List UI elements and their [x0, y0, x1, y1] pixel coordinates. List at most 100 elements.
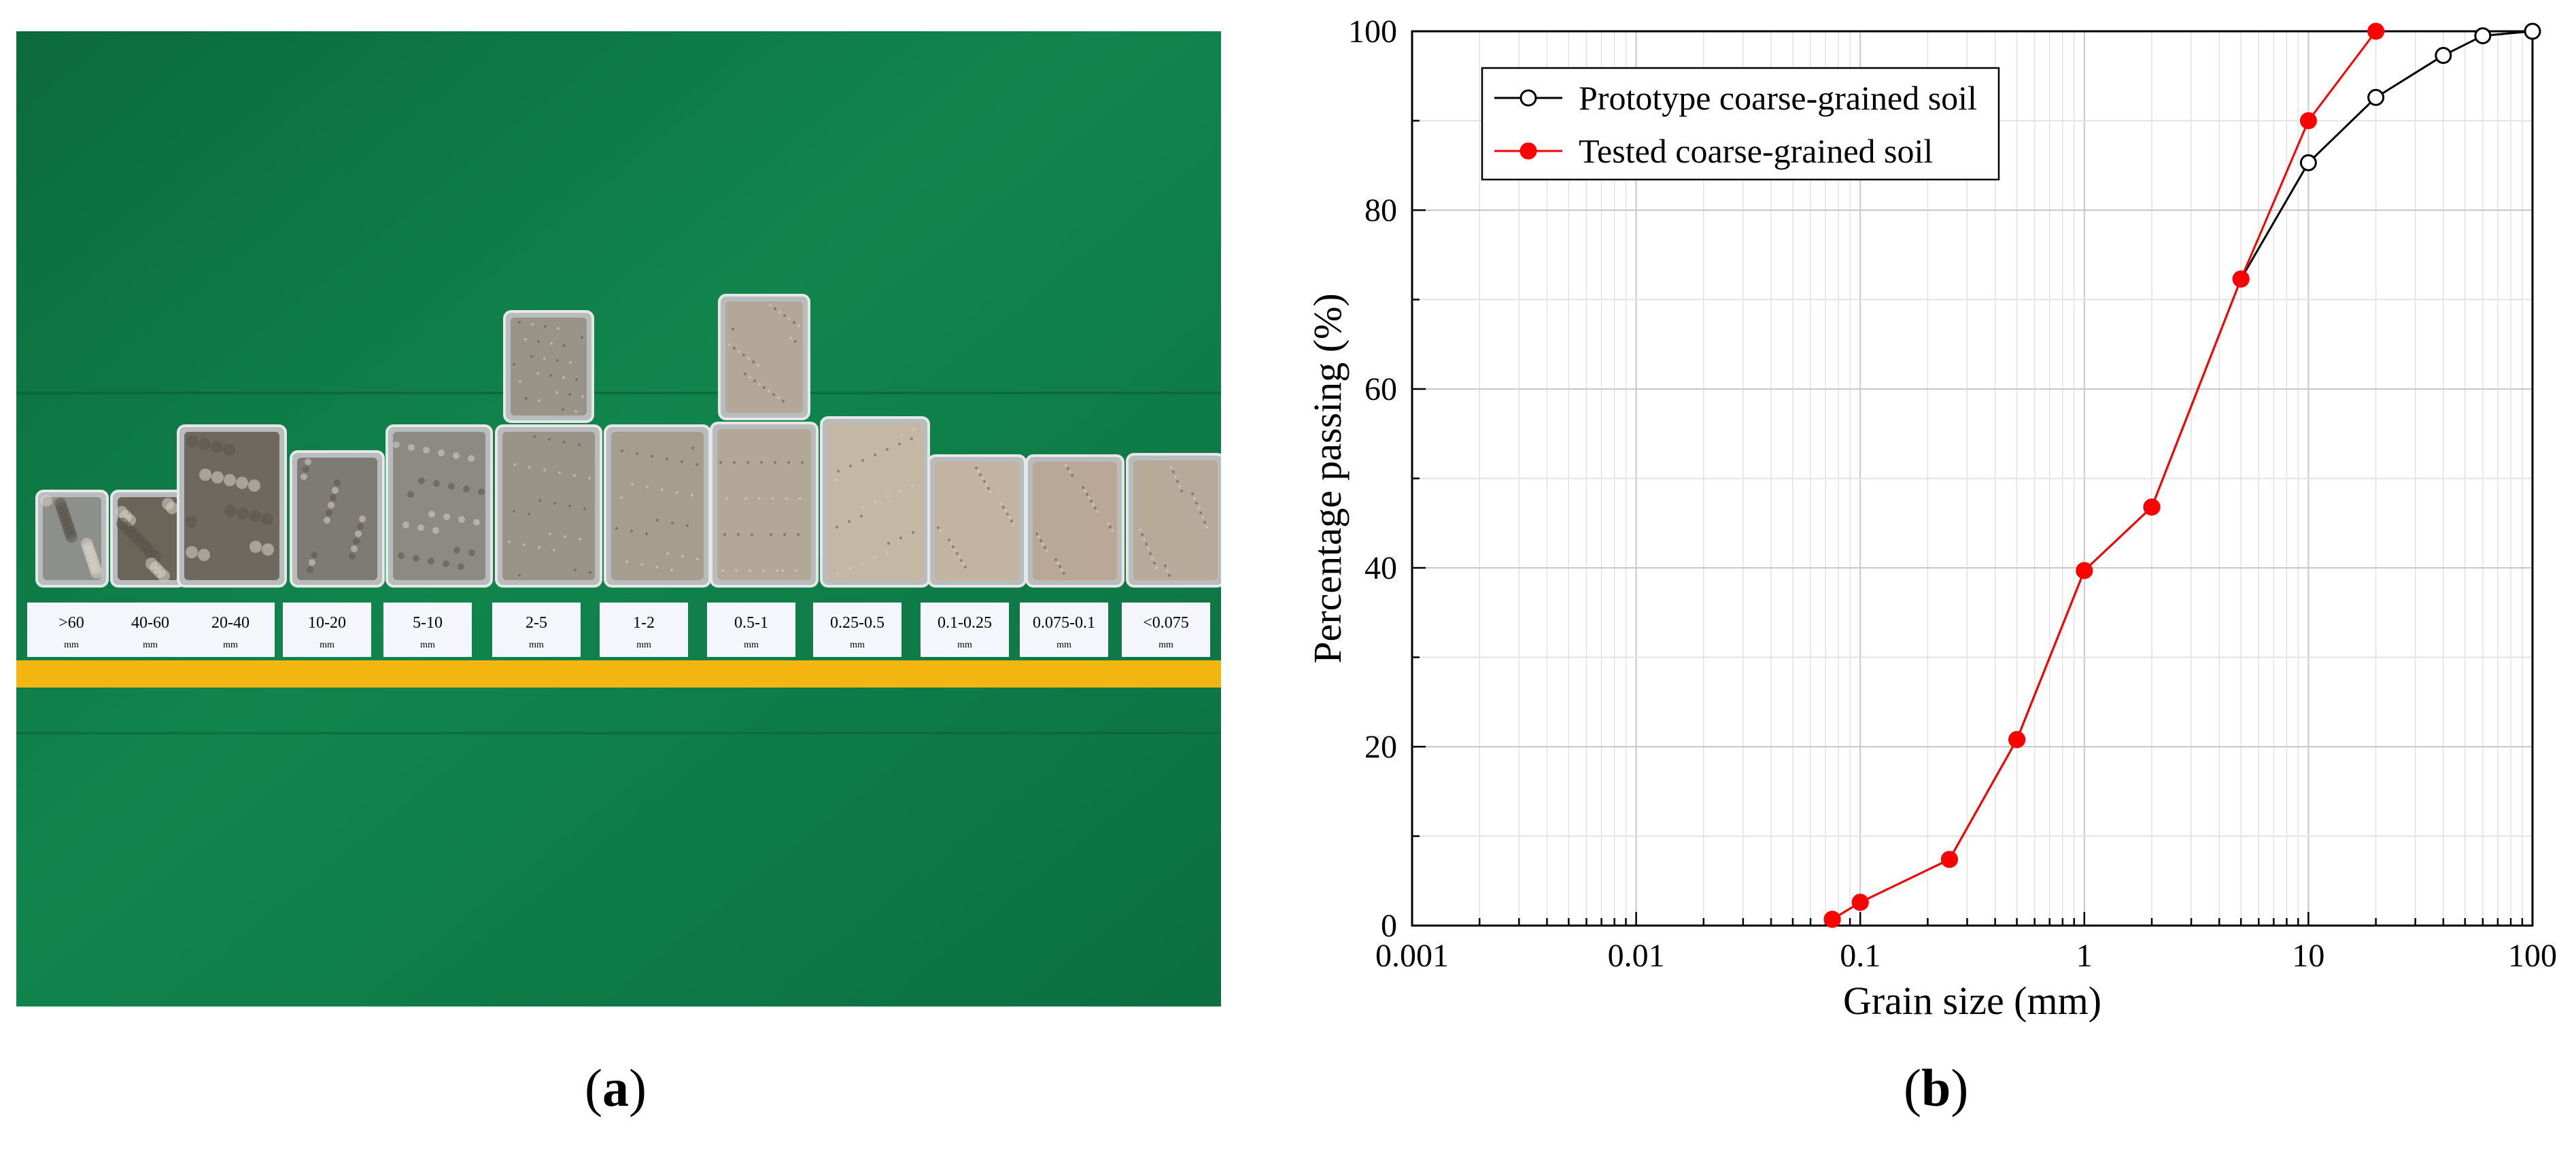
grain: [793, 321, 795, 324]
grain: [758, 497, 761, 500]
data-point: [2367, 22, 2385, 40]
grain: [1145, 543, 1148, 545]
legend-label: Prototype coarse-grained soil: [1579, 79, 1977, 117]
grain: [655, 566, 658, 569]
grain: [772, 393, 775, 396]
grain: [563, 441, 566, 443]
grain: [574, 569, 577, 571]
y-tick-label: 40: [1364, 550, 1397, 586]
grain: [538, 399, 540, 402]
grain: [631, 483, 634, 486]
size-label-card: 5-10 mm: [383, 603, 472, 657]
grain: [588, 477, 591, 479]
grain: [1069, 471, 1071, 473]
grain: [428, 558, 434, 564]
grain: [568, 505, 571, 507]
grain: [962, 562, 965, 565]
grain: [783, 314, 786, 317]
grain: [543, 357, 546, 360]
caption-a: (a): [585, 1058, 647, 1117]
label-card: [283, 603, 371, 657]
grain: [569, 361, 572, 364]
grain: [1090, 500, 1093, 503]
label-unit: mm: [636, 640, 651, 650]
label-card: [27, 603, 116, 657]
grain: [326, 509, 332, 516]
grain: [749, 376, 751, 379]
grain: [562, 376, 565, 379]
grain: [744, 373, 746, 375]
grain: [523, 543, 526, 546]
grain: [781, 569, 784, 572]
yellow-stripe: [16, 660, 1221, 688]
photo-canvas: >60mm40-60mm20-40mm10-20mm5-10mm2-5mm1-2…: [16, 31, 1225, 1007]
label-unit: mm: [957, 640, 972, 650]
data-point: [2299, 112, 2317, 129]
grain: [746, 461, 749, 464]
grain: [433, 480, 440, 487]
grain: [733, 461, 736, 464]
label-unit: mm: [744, 640, 759, 650]
legend-marker: [1519, 89, 1537, 107]
grain: [562, 408, 564, 411]
grain: [776, 569, 778, 572]
grain: [1180, 490, 1183, 492]
grain: [873, 556, 876, 559]
grain: [670, 569, 673, 571]
grain: [250, 541, 262, 553]
grain: [836, 573, 839, 575]
grain: [349, 553, 356, 560]
grain: [1139, 528, 1141, 531]
grain: [860, 515, 863, 518]
grain: [937, 526, 940, 529]
grain: [568, 393, 571, 396]
grain: [248, 479, 260, 492]
grain: [983, 480, 986, 483]
grain: [640, 563, 643, 566]
grain: [950, 542, 952, 545]
grain: [186, 546, 198, 558]
legend-item: Prototype coarse-grained soil: [1494, 79, 1977, 117]
grain: [473, 519, 480, 526]
grain: [696, 558, 699, 560]
grain: [1000, 503, 1003, 505]
data-point: [2367, 88, 2385, 106]
grain: [735, 569, 738, 572]
grain: [681, 555, 684, 558]
grain: [249, 510, 261, 522]
grain: [666, 552, 669, 555]
grain: [661, 488, 664, 491]
grain: [1107, 522, 1110, 525]
grain: [583, 507, 586, 510]
label-unit: mm: [64, 640, 79, 650]
grain: [1084, 490, 1086, 492]
grain: [1040, 539, 1042, 542]
grain: [1067, 467, 1069, 470]
grain: [530, 355, 533, 358]
label-unit: mm: [850, 640, 865, 650]
grain: [224, 505, 237, 517]
grain: [589, 571, 591, 574]
grain: [355, 530, 362, 537]
grain: [1174, 475, 1177, 478]
x-axis-label: Grain size (mm): [1843, 979, 2101, 1023]
grain: [1063, 572, 1065, 575]
grain: [564, 535, 566, 538]
label-card: [921, 603, 1009, 657]
grain: [861, 562, 863, 564]
grain: [525, 397, 528, 400]
label-range: 40-60: [131, 614, 169, 632]
grain-size-chart: 0.001 0.01 0.1 1 10 100 0 20 40 60 80 100 Grain siz…: [1278, 0, 2576, 1047]
x-tick-label: 0.1: [1840, 938, 1881, 974]
grain: [558, 471, 561, 474]
grain: [763, 386, 766, 389]
grain: [751, 533, 753, 536]
grain: [862, 506, 865, 509]
grain: [975, 467, 978, 469]
grain: [979, 473, 982, 476]
grain: [797, 324, 800, 327]
data-point: [2524, 22, 2541, 40]
grain: [691, 494, 693, 496]
grain: [621, 450, 623, 452]
label-card: [600, 603, 688, 657]
